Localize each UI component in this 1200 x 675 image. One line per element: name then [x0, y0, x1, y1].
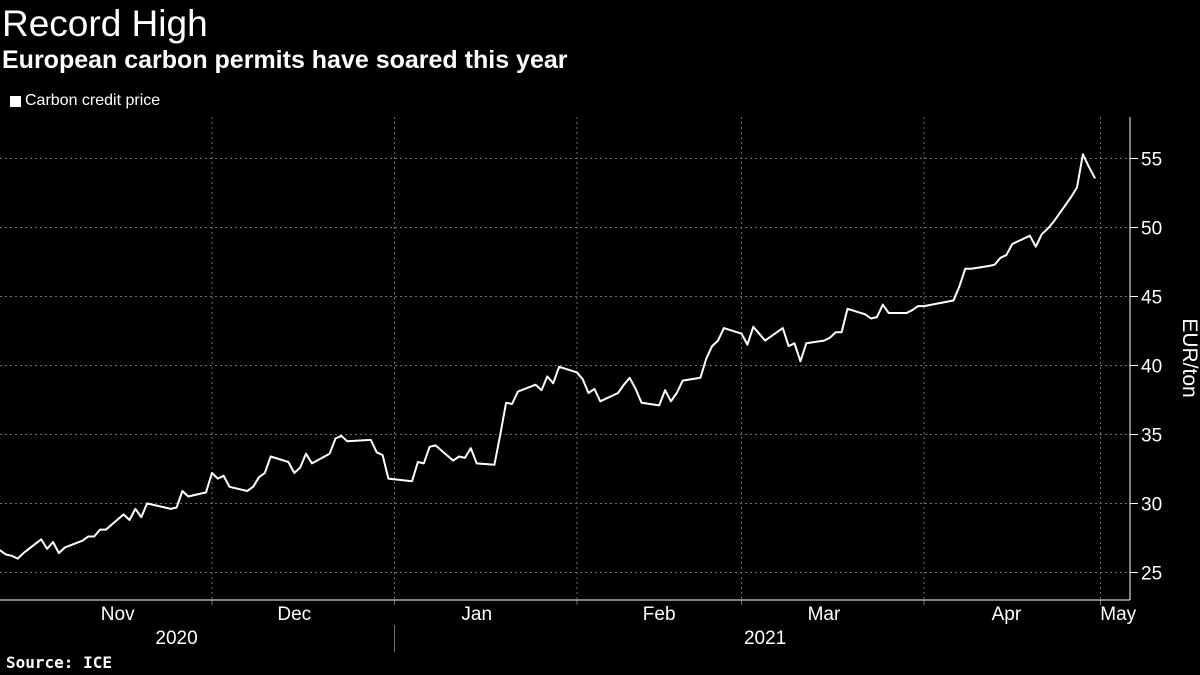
chart-subtitle: European carbon permits have soared this…: [2, 46, 568, 74]
y-tick-label: 55: [1141, 149, 1162, 170]
y-tick-label: 50: [1141, 218, 1162, 239]
series-line-carbon-credit-price: [0, 153, 1096, 560]
y-tick-label: 35: [1141, 425, 1162, 446]
x-tick-label: Apr: [992, 604, 1022, 625]
source-note: Source: ICE: [6, 653, 112, 672]
y-axis-title: EUR/ton: [1178, 318, 1200, 397]
y-tick-label: 30: [1141, 494, 1162, 515]
y-tick-label: 45: [1141, 287, 1162, 308]
x-tick-label: Mar: [808, 604, 841, 625]
legend-swatch: [10, 95, 21, 107]
y-tick-label: 40: [1141, 356, 1162, 377]
chart-title: Record High: [2, 3, 208, 44]
x-tick-label: Dec: [277, 604, 311, 625]
x-tick-label: May: [1100, 604, 1136, 625]
x-tick-label: Feb: [643, 604, 676, 625]
y-tick-label: 25: [1141, 563, 1162, 584]
legend: Carbon credit price: [10, 90, 160, 112]
year-label: 2020: [155, 628, 197, 649]
x-tick-label: Nov: [101, 604, 135, 625]
legend-label: Carbon credit price: [25, 92, 161, 109]
year-label: 2021: [744, 628, 786, 649]
x-tick-label: Jan: [461, 604, 492, 625]
